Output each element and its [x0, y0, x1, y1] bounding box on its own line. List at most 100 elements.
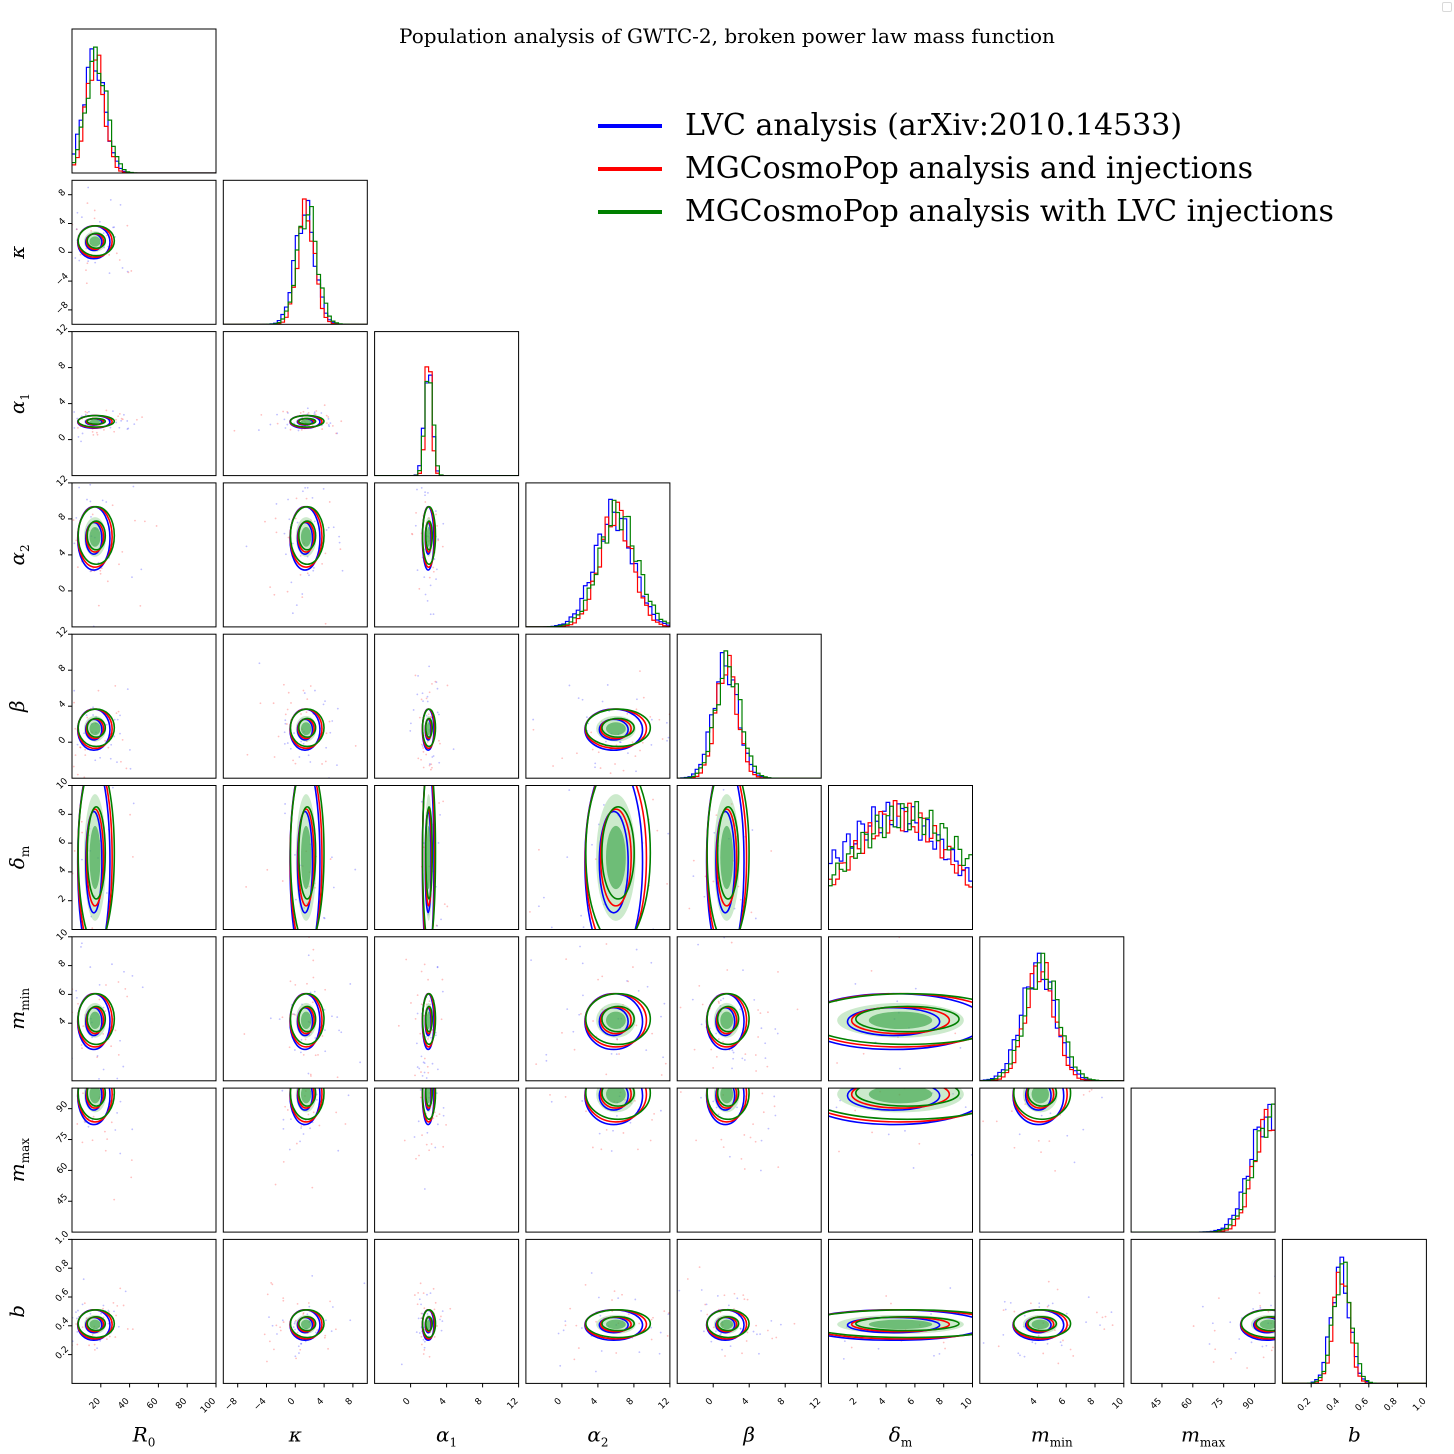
contour-series-2-level-1 — [585, 708, 652, 748]
y-axis-label-subscript: m — [18, 845, 32, 857]
scatter-point — [293, 422, 296, 425]
scatter-point — [930, 1313, 932, 1315]
scatter-point — [81, 831, 84, 834]
scatter-point — [964, 1106, 967, 1109]
contour-series-2-level-0 — [86, 1315, 107, 1332]
scatter-point — [102, 1307, 104, 1310]
scatter-point — [442, 769, 444, 771]
scatter-point — [1250, 1341, 1253, 1344]
scatter-point — [597, 823, 600, 826]
scatter-point — [435, 578, 437, 581]
y-tick-label-m_max: 90 — [55, 1099, 70, 1114]
scatter-point — [98, 998, 101, 1001]
panel-frame — [1281, 1238, 1427, 1384]
scatter-point — [289, 980, 292, 983]
scatter-point — [87, 1125, 90, 1128]
scatter-point — [287, 691, 290, 694]
scatter-point — [442, 522, 445, 525]
scatter-point — [1080, 1143, 1082, 1145]
scatter-point — [411, 533, 414, 536]
scatter-point — [430, 974, 432, 976]
scatter-point — [730, 803, 733, 805]
scatter-point — [81, 432, 84, 435]
scatter-point — [1229, 1321, 1232, 1324]
scatter-point — [446, 905, 449, 908]
scatter-point — [754, 917, 757, 920]
scatter-point — [434, 1301, 437, 1304]
scatter-point — [1072, 1355, 1075, 1357]
scatter-point — [423, 1307, 426, 1310]
scatter-point — [349, 983, 352, 985]
scatter-point — [74, 727, 77, 730]
scatter-point — [127, 427, 130, 430]
scatter-point — [997, 994, 999, 996]
scatter-point — [306, 555, 309, 558]
y-tick-label-alpha2: 12 — [55, 474, 70, 489]
scatter-point — [92, 433, 95, 436]
scatter-point — [131, 1128, 134, 1131]
scatter-point — [315, 1331, 317, 1334]
scatter-point — [286, 708, 289, 711]
scatter-point — [1201, 1305, 1204, 1308]
panel-frame — [525, 633, 671, 779]
scatter-point — [602, 804, 605, 806]
scatter-point — [423, 1062, 426, 1065]
scatter-point — [122, 1065, 125, 1068]
scatter-point — [329, 731, 332, 734]
contour-series-2-level-1 — [585, 785, 652, 930]
scatter-point — [690, 704, 692, 706]
y-tick-label-m_min: 8 — [57, 958, 68, 969]
scatter-point — [126, 995, 129, 998]
scatter-point — [582, 926, 585, 929]
panel-content — [246, 662, 357, 779]
scatter-point — [428, 1000, 431, 1002]
scatter-point — [52, 409, 54, 411]
scatter-point — [306, 1313, 309, 1316]
scatter-point — [549, 1100, 551, 1102]
panel-b-vs-kappa: −8 −4 0 4 8κ — [222, 1238, 368, 1446]
scatter-point — [842, 1357, 845, 1360]
scatter-point — [545, 1053, 548, 1056]
x-axis-label-subscript: 2 — [601, 1435, 609, 1449]
scatter-point — [757, 1036, 760, 1038]
scatter-point — [727, 1304, 730, 1307]
scatter-point — [1288, 1284, 1290, 1286]
scatter-point — [282, 410, 285, 413]
scatter-point — [428, 576, 431, 579]
x-tick-label-beta: 12 — [808, 1396, 823, 1411]
checkbox-icon[interactable] — [1442, 2, 1452, 12]
scatter-point — [75, 1311, 77, 1313]
contour-series-2-level-0 — [716, 1088, 740, 1107]
scatter-point — [420, 758, 422, 761]
scatter-point — [295, 1067, 297, 1069]
scatter-point — [103, 429, 105, 431]
scatter-point — [323, 1075, 325, 1077]
scatter-point — [606, 684, 609, 686]
scatter-point — [695, 1139, 698, 1142]
scatter-point — [749, 1316, 751, 1318]
scatter-point — [435, 924, 438, 927]
y-axis-label-subscript: 2 — [18, 544, 32, 552]
scatter-point — [709, 1058, 711, 1060]
scatter-point — [441, 990, 444, 993]
y-tick-label-alpha1: 12 — [55, 323, 70, 338]
scatter-point — [323, 1336, 326, 1339]
scatter-point — [1047, 1280, 1050, 1283]
scatter-point — [285, 723, 288, 725]
scatter-point — [755, 1026, 757, 1028]
density-fill-inner — [720, 1088, 734, 1104]
scatter-point — [114, 1129, 117, 1131]
scatter-point — [416, 693, 419, 696]
panel-frame — [525, 1238, 671, 1384]
y-tick-label-delta_m: 4 — [57, 865, 68, 876]
scatter-point — [700, 1096, 702, 1099]
contour-series-0-level-0 — [846, 1088, 941, 1111]
scatter-point — [294, 1321, 296, 1323]
scatter-point — [751, 829, 754, 831]
scatter-point — [722, 997, 725, 1000]
scatter-point — [650, 1326, 653, 1329]
scatter-point — [595, 1320, 598, 1323]
